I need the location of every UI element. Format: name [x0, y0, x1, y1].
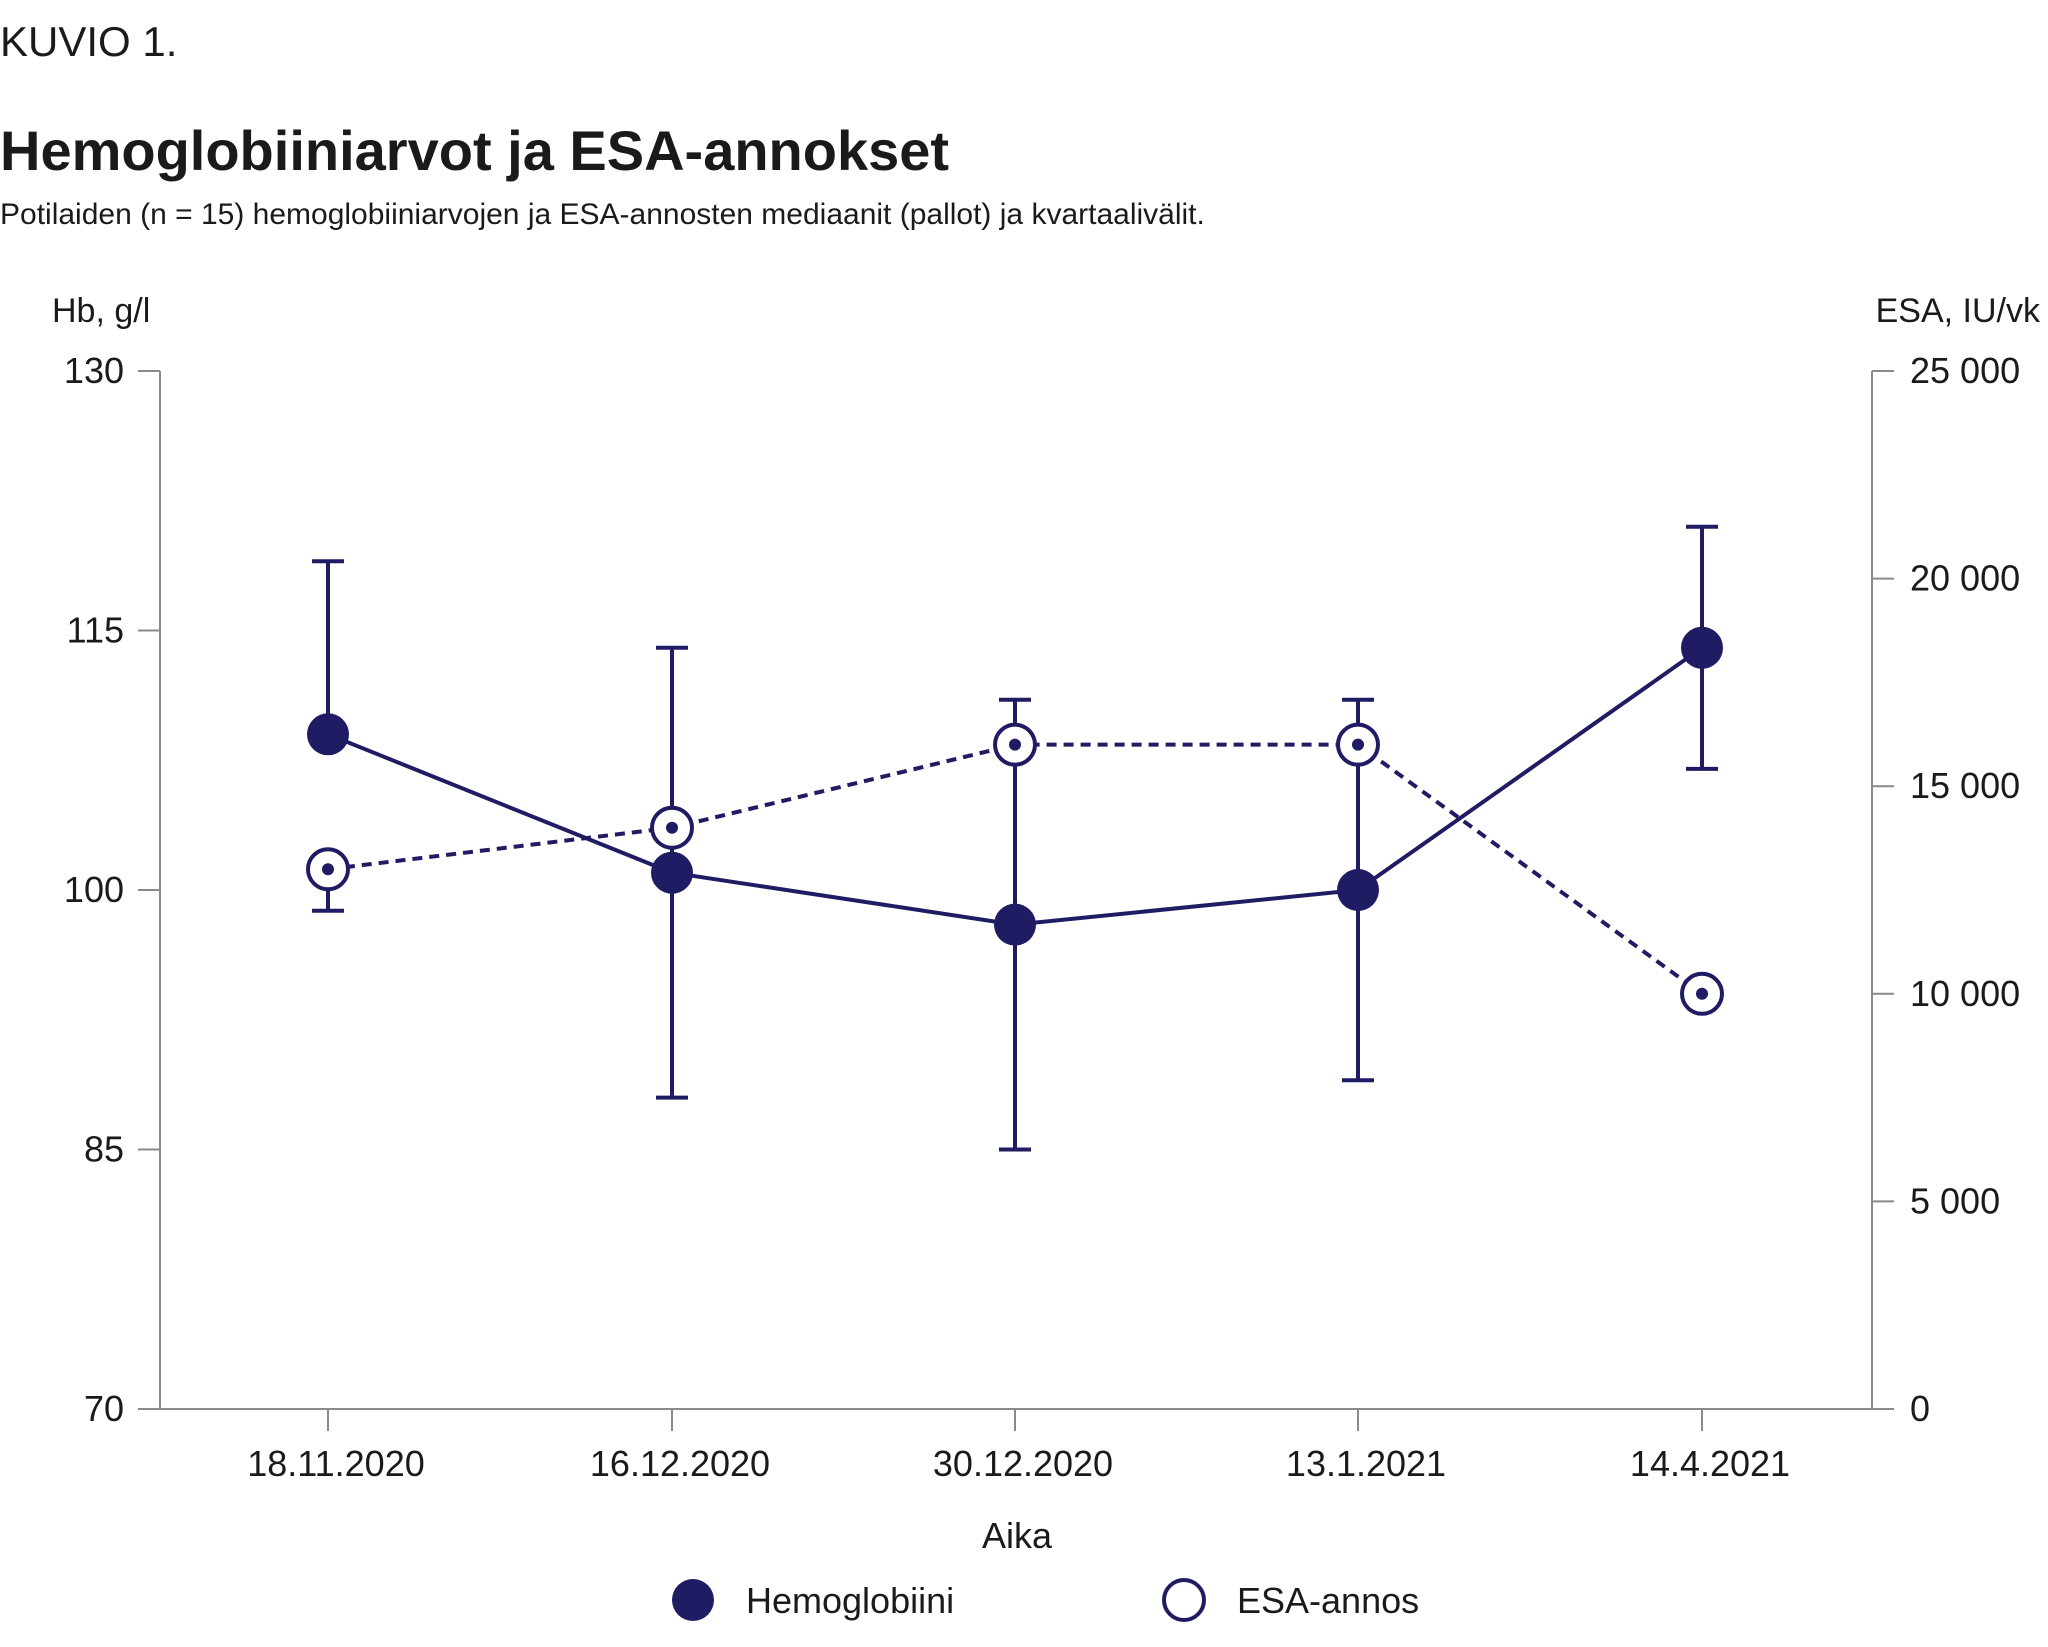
data-point-center	[322, 863, 334, 876]
legend-label: ESA-annos	[1237, 1580, 1419, 1621]
data-point	[994, 903, 1036, 946]
x-tick-label: 30.12.2020	[933, 1443, 1113, 1484]
figure-label: KUVIO 1.	[0, 18, 178, 65]
legend-label: Hemoglobiini	[746, 1580, 954, 1621]
y-left-tick-label: 115	[67, 610, 124, 651]
x-axis-label: Aika	[982, 1515, 1053, 1556]
y-right-tick-label: 10 000	[1910, 973, 2020, 1014]
axes: 70 85 100 115 130 0 5 000 10 000 15 000 20 000 25 …	[64, 350, 2020, 1484]
data-point-center	[1696, 987, 1708, 1000]
data-point	[1337, 869, 1379, 911]
x-tick-label: 13.1.2021	[1286, 1443, 1446, 1484]
data-point	[307, 713, 349, 756]
y-right-tick-label: 0	[1910, 1388, 1930, 1429]
data-point-center	[1009, 738, 1021, 751]
data-point	[651, 851, 693, 894]
y-left-tick-label: 100	[64, 869, 124, 910]
legend: Hemoglobiini ESA-annos	[672, 1578, 1419, 1622]
y-left-axis-label: Hb, g/l	[52, 292, 150, 330]
y-left-tick-label: 130	[64, 350, 124, 391]
x-tick-label: 18.11.2020	[247, 1443, 425, 1484]
x-tick-label: 16.12.2020	[590, 1443, 770, 1484]
y-right-tick-label: 25 000	[1910, 350, 2020, 391]
legend-marker-open	[1162, 1578, 1206, 1622]
chart-title: Hemoglobiiniarvot ja ESA-annokset	[0, 119, 950, 182]
y-left-tick-label: 85	[84, 1129, 124, 1170]
y-right-tick-label: 15 000	[1910, 765, 2020, 806]
y-left-tick-label: 70	[84, 1388, 124, 1429]
y-right-tick-label: 5 000	[1910, 1180, 2000, 1221]
x-tick-label: 14.4.2021	[1630, 1443, 1790, 1484]
error-bars	[312, 524, 1718, 1152]
y-right-tick-label: 20 000	[1910, 558, 2020, 599]
legend-marker-filled	[672, 1579, 714, 1621]
chart-subtitle: Potilaiden (n = 15) hemoglobiiniarvojen …	[0, 198, 1205, 231]
data-point-center	[666, 821, 678, 834]
data-point-center	[1352, 738, 1364, 751]
y-right-axis-label: ESA, IU/vk	[1876, 292, 2041, 330]
data-point	[1681, 626, 1723, 669]
series-markers	[306, 626, 1724, 1016]
